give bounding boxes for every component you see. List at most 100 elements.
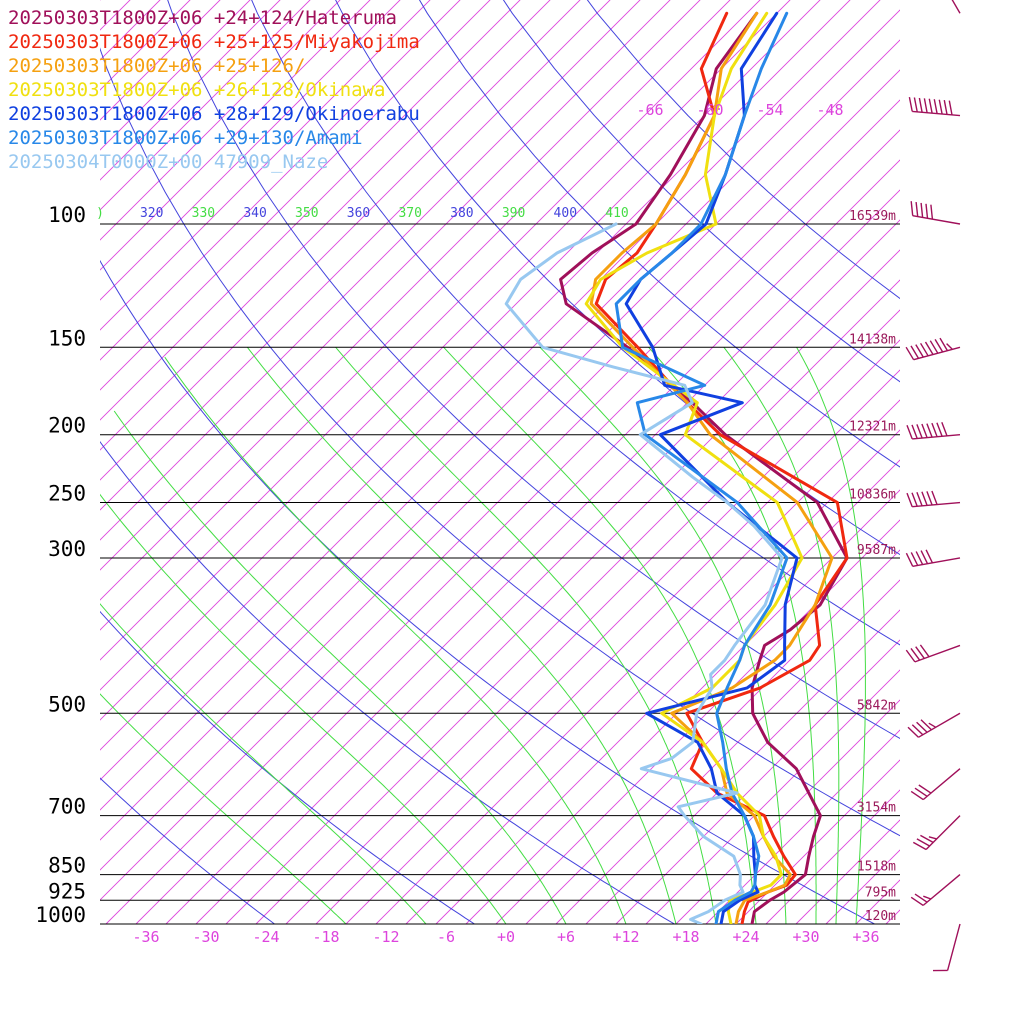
pressure-label: 150 (48, 326, 86, 350)
dry-adiabat-line (418, 0, 900, 468)
wind-barb-feather (905, 346, 915, 361)
wind-barb-feather (926, 491, 933, 506)
wind-barb-feather (925, 203, 929, 219)
wind-barb-feather (920, 550, 929, 565)
wind-barb-feather (934, 339, 944, 353)
isotherm-line (495, 519, 900, 924)
isotherm-line (100, 0, 311, 211)
temperature-tick-label: +18 (672, 928, 699, 946)
wind-barb-feather (906, 492, 913, 507)
moist-adiabat-line (723, 346, 840, 924)
wind-barb-feather (923, 895, 932, 900)
theta-label: 330 (192, 206, 215, 221)
height-label: 9587m (857, 543, 896, 558)
wind-barb-staff (913, 346, 961, 361)
temperature-tick-label: +30 (792, 928, 819, 946)
wind-barb-feather (938, 99, 943, 115)
theta-label: 410 (605, 206, 628, 221)
theta-label: 370 (398, 206, 421, 221)
wind-barb-feather (911, 424, 918, 439)
wind-barb-feather (914, 893, 928, 903)
wind-barb-feather (916, 492, 923, 507)
wind-barb-feather (910, 201, 914, 216)
isotherm-line (100, 0, 521, 421)
wind-barb-feather (920, 719, 932, 731)
wind-barb-feather (905, 552, 914, 567)
wind-barb-feather (916, 424, 923, 439)
wind-barb-feather (918, 97, 923, 113)
wind-barb-staff (918, 712, 961, 738)
temperature-tick-label: -12 (372, 928, 399, 946)
wind-barb-feather (931, 422, 938, 437)
moist-adiabat-line (100, 693, 347, 924)
dry-adiabat-line (251, 0, 900, 646)
isotherm-line (285, 309, 900, 924)
legend-entry: 20250303T1800Z+06 +25+125/Miyakojima (8, 31, 420, 53)
height-label: 5842m (857, 698, 896, 713)
legend: 20250303T1800Z+06 +24+124/Hateruma202503… (8, 7, 420, 173)
wind-barb-feather (939, 337, 949, 351)
dry-adiabat-line (335, 0, 900, 556)
theta-label: 390 (502, 206, 525, 221)
isotherm-line (705, 729, 900, 924)
pressure-label: 200 (48, 414, 86, 438)
isotherm-line (1006, 0, 1024, 924)
wind-barb-feather (911, 492, 918, 507)
wind-barb-feather (907, 726, 919, 738)
legend-entry: 20250304T0000Z+00 47909_Naze (8, 151, 328, 173)
wind-barb-feather (928, 836, 937, 840)
isotherm-line (255, 279, 900, 924)
temperature-tick-label: -18 (312, 928, 339, 946)
isotherm-line (100, 0, 461, 361)
wind-barb-staff (925, 815, 961, 850)
wind-barb-feather (910, 552, 919, 566)
wind-barb-feather (913, 97, 918, 112)
wind-barb-feather (908, 96, 913, 112)
theta-label: 360 (347, 206, 370, 221)
series-line-2 (589, 11, 834, 924)
height-label: 16539m (849, 209, 896, 224)
series-line-5 (614, 11, 789, 924)
isotherm-line (100, 0, 341, 241)
isobars (100, 223, 900, 925)
dry-adiabat-line (100, 259, 876, 924)
height-label: 1518m (857, 860, 896, 875)
isotherm-line (525, 549, 900, 924)
isotherm-line (555, 579, 900, 924)
moist-adiabat-line (164, 356, 627, 924)
wind-barb-feather (916, 721, 928, 733)
series-line-6 (504, 222, 784, 924)
wind-barb-feather (948, 100, 953, 116)
isotherm-line (675, 699, 900, 924)
pressure-label: 250 (48, 482, 86, 506)
series-line-0 (559, 11, 849, 924)
wind-barb-staff (922, 768, 961, 801)
wind-barb-staff (951, 0, 961, 14)
moist-adiabat-line (100, 493, 507, 924)
isotherm-line (795, 819, 900, 924)
isotherm-line (100, 0, 251, 151)
pressure-label: 1000 (35, 903, 86, 927)
isotherm-line (465, 489, 900, 924)
moist-adiabat-line (539, 346, 787, 924)
wind-barb-feather (933, 99, 938, 114)
wind-barb-feather (916, 838, 930, 847)
isotherm-line (315, 339, 900, 924)
wind-barb-feather (928, 98, 933, 114)
series-line-1 (594, 11, 849, 924)
wind-barb-feather (929, 340, 939, 354)
temperature-tick-label: -6 (437, 928, 455, 946)
dry-adiabat-line (100, 777, 276, 924)
wind-barb-feather (918, 784, 932, 794)
legend-entry: 20250303T1800Z+06 +29+130/Amami (8, 127, 363, 149)
dry-adiabat-line (502, 0, 900, 383)
wind-barb-feather (915, 344, 924, 358)
wind-barb-feather (924, 341, 934, 355)
isotherm-line (585, 609, 900, 924)
wind-barb-feather (911, 724, 924, 736)
isotherm-line (100, 0, 371, 271)
theta-label: 320 (140, 206, 163, 221)
pressure-label: 700 (48, 795, 86, 819)
temperature-tick-label: -30 (192, 928, 219, 946)
